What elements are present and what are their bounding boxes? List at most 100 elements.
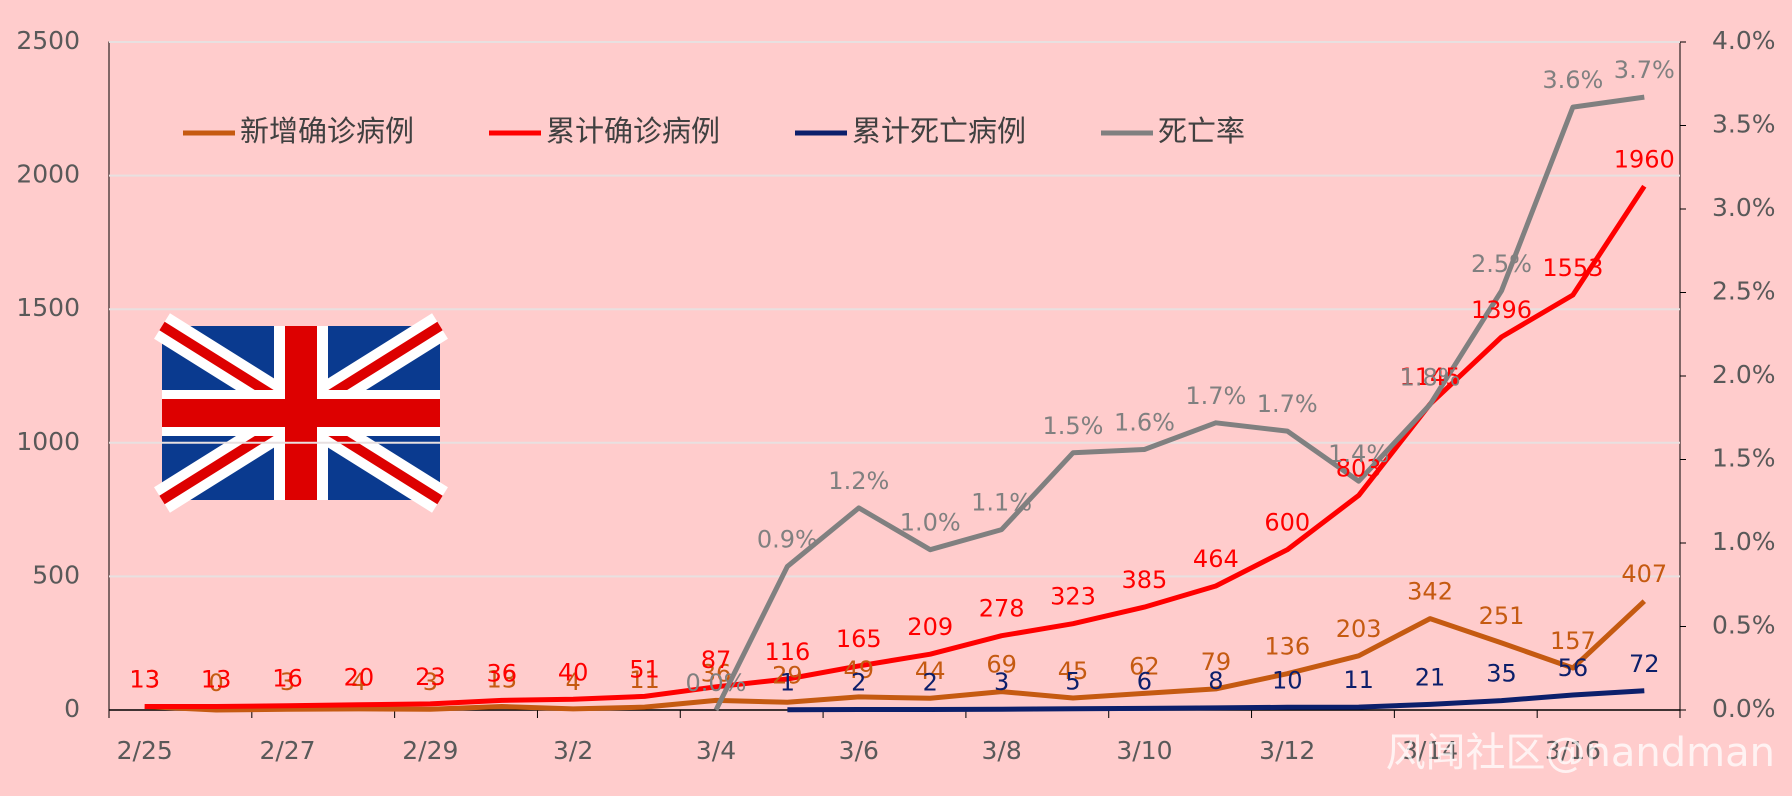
x-tick-label: 3/14 <box>1402 736 1458 765</box>
x-tick-label: 3/8 <box>981 736 1021 765</box>
data-label: 209 <box>907 613 953 641</box>
data-label: 1960 <box>1614 145 1675 173</box>
data-label: 3.6% <box>1542 66 1603 94</box>
data-label: 0 <box>208 669 223 697</box>
series-line <box>144 599 1647 713</box>
x-tick-label: 3/10 <box>1116 736 1172 765</box>
data-label: 0.0% <box>685 669 746 697</box>
data-label: 23 <box>415 663 446 691</box>
y-tick-label: 0 <box>64 694 80 723</box>
data-label: 1553 <box>1542 254 1603 282</box>
series-line <box>787 688 1645 713</box>
y2-tick-label: 3.0% <box>1712 193 1776 222</box>
data-label: 13 <box>201 666 232 694</box>
data-label: 1.4% <box>1328 440 1389 468</box>
data-label: 36 <box>701 659 732 687</box>
data-label: 4 <box>351 668 366 696</box>
data-label: 29 <box>772 661 803 689</box>
data-label: 1.7% <box>1257 390 1318 418</box>
data-label: 5 <box>1065 668 1080 696</box>
legend-label: 新增确诊病例 <box>240 114 414 148</box>
data-label: 278 <box>979 595 1025 623</box>
data-label: 2.5% <box>1471 250 1532 278</box>
x-tick-label: 3/6 <box>839 736 879 765</box>
data-label: 16 <box>272 665 303 693</box>
data-label: 1.8% <box>1400 363 1461 391</box>
data-label: 11 <box>1343 666 1374 694</box>
data-label: 44 <box>915 657 946 685</box>
data-label: 385 <box>1122 566 1168 594</box>
data-label: 35 <box>1486 660 1517 688</box>
data-label: 3 <box>423 668 438 696</box>
data-label: 6 <box>1137 667 1152 695</box>
data-label: 1.5% <box>1043 412 1104 440</box>
x-tick-label: 2/25 <box>117 736 173 765</box>
data-label: 20 <box>344 664 375 692</box>
data-label: 40 <box>558 658 589 686</box>
data-label: 203 <box>1336 615 1382 643</box>
data-label: 13 <box>486 666 517 694</box>
data-label: 1.2% <box>828 467 889 495</box>
legend-label: 累计死亡病例 <box>852 114 1026 148</box>
data-label: 13 <box>129 666 160 694</box>
data-label: 79 <box>1201 648 1232 676</box>
legend-label: 死亡率 <box>1158 114 1245 148</box>
series-line <box>713 94 1645 712</box>
data-label: 4 <box>566 668 581 696</box>
data-label: 36 <box>486 659 517 687</box>
y-tick-label: 2000 <box>16 160 80 189</box>
watermark: 风闻社区@nandman <box>1386 730 1775 776</box>
data-label: 21 <box>1415 663 1446 691</box>
data-label: 8 <box>1208 667 1223 695</box>
data-label: 116 <box>764 638 810 666</box>
data-label: 251 <box>1479 602 1525 630</box>
data-label: 11 <box>629 666 660 694</box>
y-tick-label: 1500 <box>16 293 80 322</box>
data-label: 2 <box>851 668 866 696</box>
y2-tick-label: 0.0% <box>1712 694 1776 723</box>
data-label: 62 <box>1129 652 1160 680</box>
y-tick-label: 1000 <box>16 427 80 456</box>
data-label: 1 <box>780 669 795 697</box>
data-label: 1396 <box>1471 296 1532 324</box>
x-tick-label: 3/12 <box>1259 736 1315 765</box>
y2-tick-label: 0.5% <box>1712 611 1776 640</box>
data-label: 1.7% <box>1185 382 1246 410</box>
data-label: 803 <box>1336 454 1382 482</box>
data-label: 464 <box>1193 545 1239 573</box>
data-label: 87 <box>701 646 732 674</box>
data-label: 3.7% <box>1614 56 1675 84</box>
x-tick-label: 3/2 <box>553 736 593 765</box>
data-label: 10 <box>1272 666 1303 694</box>
uk-flag <box>154 313 448 513</box>
data-label: 3 <box>280 668 295 696</box>
y2-tick-label: 2.0% <box>1712 360 1776 389</box>
data-label: 1.1% <box>971 489 1032 517</box>
y-tick-label: 500 <box>32 560 80 589</box>
data-label: 2 <box>923 668 938 696</box>
data-label: 1145 <box>1400 363 1461 391</box>
data-label: 323 <box>1050 583 1096 611</box>
data-label: 1.6% <box>1114 408 1175 436</box>
data-label: 72 <box>1629 650 1660 678</box>
legend-label: 累计确诊病例 <box>546 114 720 148</box>
y2-tick-label: 4.0% <box>1712 26 1776 55</box>
data-label: 0.9% <box>757 525 818 553</box>
y2-tick-label: 1.5% <box>1712 444 1776 473</box>
y-tick-label: 2500 <box>16 26 80 55</box>
data-label: 165 <box>836 625 882 653</box>
y2-tick-label: 3.5% <box>1712 110 1776 139</box>
data-label: 13 <box>129 666 160 694</box>
data-label: 600 <box>1264 509 1310 537</box>
data-label: 51 <box>629 655 660 683</box>
data-label: 407 <box>1621 560 1667 588</box>
y2-tick-label: 2.5% <box>1712 277 1776 306</box>
data-label: 1.0% <box>900 509 961 537</box>
data-label: 157 <box>1550 627 1596 655</box>
x-tick-label: 3/4 <box>696 736 736 765</box>
data-label: 56 <box>1558 654 1589 682</box>
data-label: 3 <box>994 668 1009 696</box>
data-label: 342 <box>1407 578 1453 606</box>
data-label: 136 <box>1264 633 1310 661</box>
